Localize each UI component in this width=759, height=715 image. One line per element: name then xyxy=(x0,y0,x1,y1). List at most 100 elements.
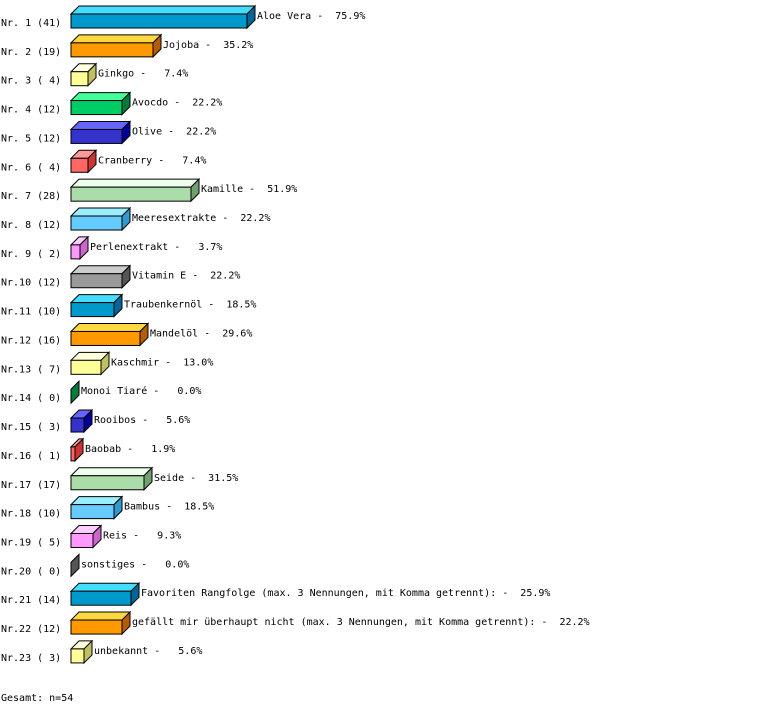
row-label: Nr.15 ( 3) xyxy=(1,422,61,433)
total-label: Gesamt: n=54 xyxy=(1,693,73,704)
data-label: Vitamin E - 22.2% xyxy=(132,271,240,282)
bar-row: Nr. 7 (28) Kamille - 51.9% xyxy=(1,177,297,203)
row-label: Nr.10 (12) xyxy=(1,278,61,289)
data-label: Bambus - 18.5% xyxy=(124,502,214,513)
bar xyxy=(70,417,85,433)
data-label: Baobab - 1.9% xyxy=(85,444,175,455)
data-label: Aloe Vera - 75.9% xyxy=(257,11,365,22)
bar-top xyxy=(69,582,141,592)
bar-side xyxy=(92,524,102,549)
bar-row: Nr.19 ( 5) Reis - 9.3% xyxy=(1,524,181,549)
data-label: Mandelöl - 29.6% xyxy=(150,329,252,340)
bar-side xyxy=(74,437,84,463)
bar-side xyxy=(87,149,97,174)
data-label: Avocdo - 22.2% xyxy=(132,98,222,109)
bar xyxy=(70,100,123,116)
bar-row: Nr.18 (10) Bambus - 18.5% xyxy=(1,495,214,520)
bar-top xyxy=(69,467,154,477)
row-label: Nr.22 (12) xyxy=(1,624,61,635)
row-label: Nr.19 ( 5) xyxy=(1,538,61,549)
bar-side xyxy=(79,235,89,261)
bar xyxy=(70,244,81,260)
bar-side xyxy=(113,495,123,520)
data-label: Perlenextrakt - 3.7% xyxy=(90,242,222,253)
bar-side xyxy=(143,466,153,491)
data-label: Kaschmir - 13.0% xyxy=(111,357,213,368)
bar-row: Nr.10 (12) Vitamin E - 22.2% xyxy=(1,264,240,289)
data-label: Ginkgo - 7.4% xyxy=(98,69,188,80)
bar xyxy=(70,42,154,58)
row-label: Nr.18 (10) xyxy=(1,509,61,520)
bar-row: Nr.21 (14) Favoriten Rangfolge (max. 3 Ne… xyxy=(1,581,550,607)
bar-row: Nr.17 (17) Seide - 31.5% xyxy=(1,466,238,491)
row-label: Nr.11 (10) xyxy=(1,307,61,318)
data-label: Traubenkernöl - 18.5% xyxy=(124,300,256,311)
bar-top xyxy=(69,92,132,102)
bar-row: Nr.11 (10) Traubenkernöl - 18.5% xyxy=(1,293,256,318)
row-label: Nr.17 (17) xyxy=(1,480,61,491)
row-label: Nr. 9 ( 2) xyxy=(1,249,61,260)
row-label: Nr. 8 (12) xyxy=(1,220,61,231)
data-label: Reis - 9.3% xyxy=(103,531,181,542)
bar-side xyxy=(70,553,80,578)
bar-side xyxy=(121,120,131,145)
bar-row: Nr. 1 (41) Aloe Vera - 75.9% xyxy=(1,4,365,30)
bar-side xyxy=(121,206,131,232)
bar xyxy=(70,13,248,29)
bar xyxy=(70,302,115,318)
row-label: Nr. 6 ( 4) xyxy=(1,162,61,173)
bar xyxy=(70,648,85,664)
data-label: gefällt mir überhaupt nicht (max. 3 Nenn… xyxy=(132,617,590,628)
data-label: Favoriten Rangfolge (max. 3 Nennungen, m… xyxy=(141,588,550,599)
bar-top xyxy=(69,294,124,304)
bar-row: Nr. 9 ( 2) Perlenextrakt - 3.7% xyxy=(1,235,222,261)
data-label: sonstiges - 0.0% xyxy=(81,559,189,570)
bar-row: Nr. 3 ( 4) Ginkgo - 7.4% xyxy=(1,62,188,87)
bar-side xyxy=(83,408,93,434)
row-label: Nr.16 ( 1) xyxy=(1,451,61,462)
data-label: Rooibos - 5.6% xyxy=(94,415,190,426)
data-label: Kamille - 51.9% xyxy=(201,184,297,195)
bar-side xyxy=(121,264,131,289)
bar xyxy=(70,215,123,231)
bar-side xyxy=(190,177,200,203)
bar xyxy=(70,273,123,289)
bar xyxy=(70,71,89,87)
bar-row: Nr. 8 (12) Meeresextrakte - 22.2% xyxy=(1,206,270,232)
row-label: Nr. 3 ( 4) xyxy=(1,76,61,87)
bar-row: Nr. 4 (12) Avocdo - 22.2% xyxy=(1,91,222,116)
bar xyxy=(70,619,123,635)
bar-row: Nr. 6 ( 4) Cranberry - 7.4% xyxy=(1,149,206,174)
bar-side xyxy=(152,33,162,59)
bar-side xyxy=(83,639,93,665)
row-label: Nr.20 ( 0) xyxy=(1,566,61,577)
bar xyxy=(70,157,89,173)
bar-side xyxy=(113,293,123,318)
bar-top xyxy=(69,120,132,130)
bar xyxy=(70,532,94,548)
bar-top xyxy=(69,322,150,332)
data-label: Jojoba - 35.2% xyxy=(163,40,253,51)
data-label: Monoi Tiaré - 0.0% xyxy=(81,385,201,397)
bar-row: Nr.23 ( 3) unbekannt - 5.6% xyxy=(1,639,202,665)
row-label: Nr.23 ( 3) xyxy=(1,653,61,664)
bar xyxy=(70,475,145,491)
bar-top xyxy=(69,178,201,188)
bar-row: Nr. 5 (12) Olive - 22.2% xyxy=(1,120,216,145)
bar-top xyxy=(69,496,124,506)
row-label: Nr. 1 (41) xyxy=(1,18,61,29)
bar-row: Nr.12 (16) Mandelöl - 29.6% xyxy=(1,322,252,347)
bar-side xyxy=(246,4,256,30)
row-label: Nr. 4 (12) xyxy=(1,105,61,116)
bar xyxy=(70,446,76,462)
bar-side xyxy=(87,62,97,87)
bar xyxy=(70,186,192,202)
bar-side xyxy=(70,379,80,405)
bar-top xyxy=(69,207,132,217)
bar-row: Nr.15 ( 3) Rooibos - 5.6% xyxy=(1,408,190,434)
bar-row: Nr.14 ( 0) Monoi Tiaré - 0.0% xyxy=(1,379,201,405)
bar xyxy=(70,590,132,606)
row-label: Nr.12 (16) xyxy=(1,336,61,347)
bar-side xyxy=(121,91,131,116)
